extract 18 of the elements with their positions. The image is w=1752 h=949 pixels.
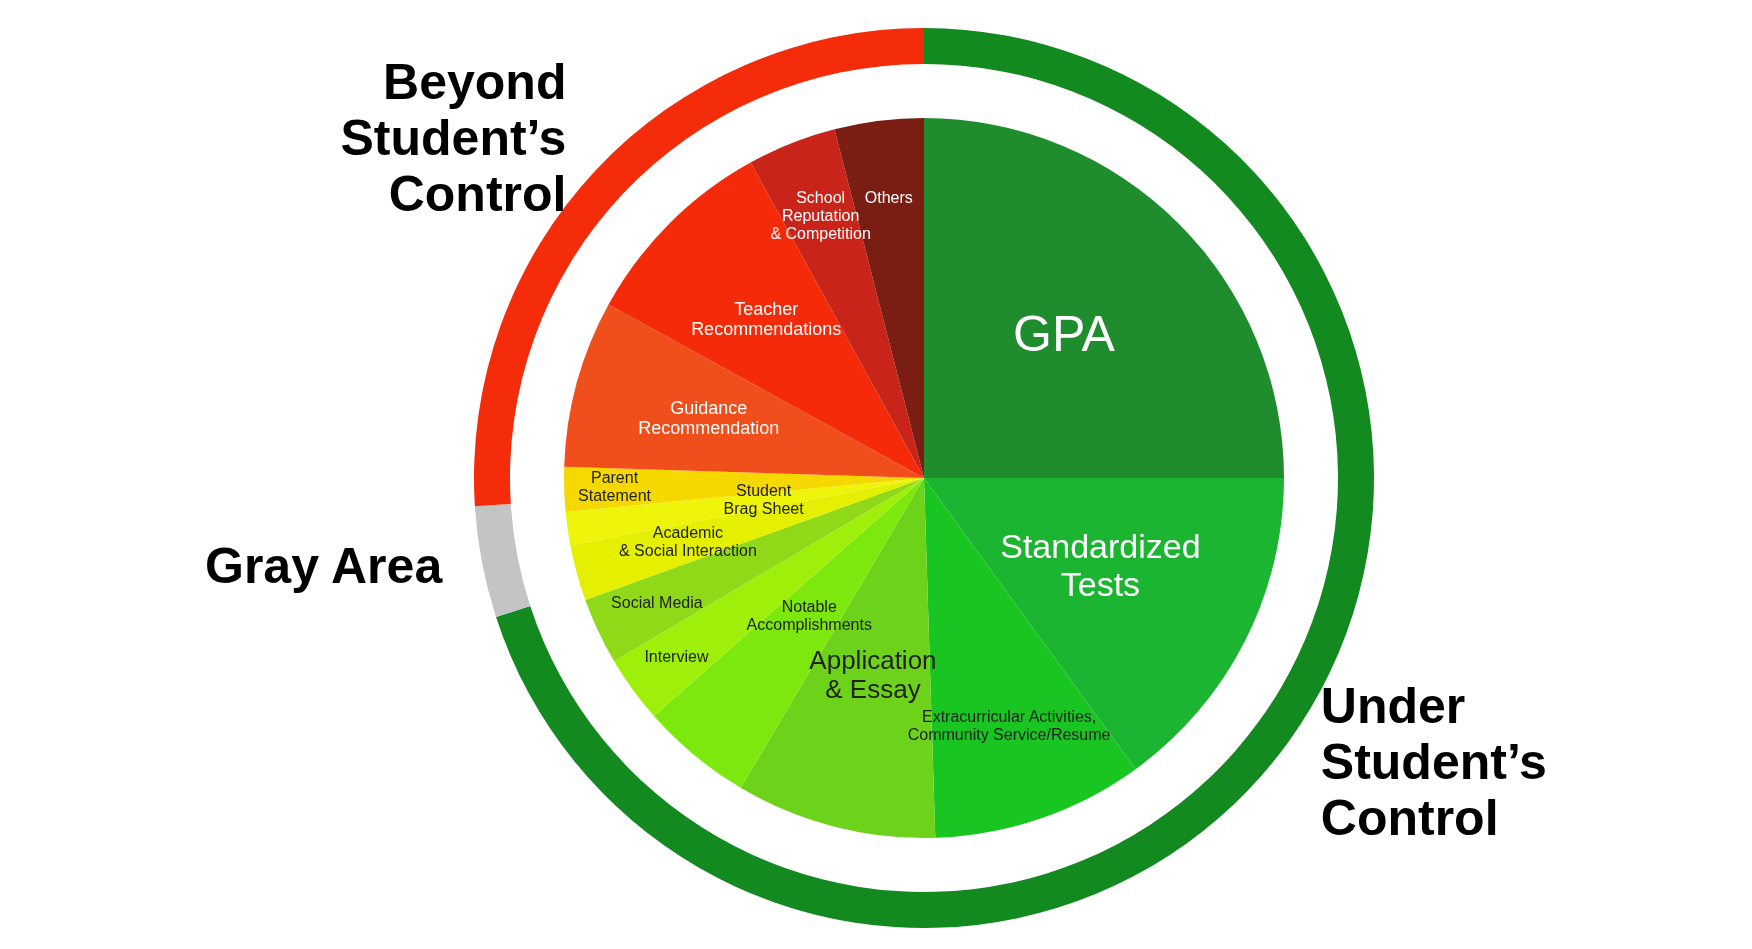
- slice-label: Student Brag Sheet: [723, 482, 805, 518]
- slice-label: GPA: [1013, 306, 1116, 363]
- slice-label: Standardized Tests: [1000, 526, 1201, 603]
- slice-label: Beyond Student’s Control: [340, 54, 567, 223]
- slice-label: Under Student’s Control: [1320, 678, 1547, 847]
- pie-slice: [924, 118, 1284, 478]
- donut-slice: [474, 504, 531, 618]
- slice-label: Academic & Social Interaction: [618, 523, 757, 559]
- slice-label: Notable Accomplishments: [746, 597, 872, 633]
- slice-label: Guidance Recommendation: [638, 397, 780, 438]
- slice-label: Others: [864, 189, 913, 207]
- slice-label: Social Media: [611, 593, 703, 611]
- slice-label: Application & Essay: [809, 645, 937, 705]
- slice-label: Gray Area: [205, 538, 444, 595]
- slice-label: Teacher Recommendations: [691, 298, 842, 339]
- slice-label: Parent Statement: [578, 468, 652, 504]
- slice-label: Extracurricular Activities, Community Service/Resume: [907, 707, 1111, 743]
- slice-label: Interview: [644, 648, 709, 666]
